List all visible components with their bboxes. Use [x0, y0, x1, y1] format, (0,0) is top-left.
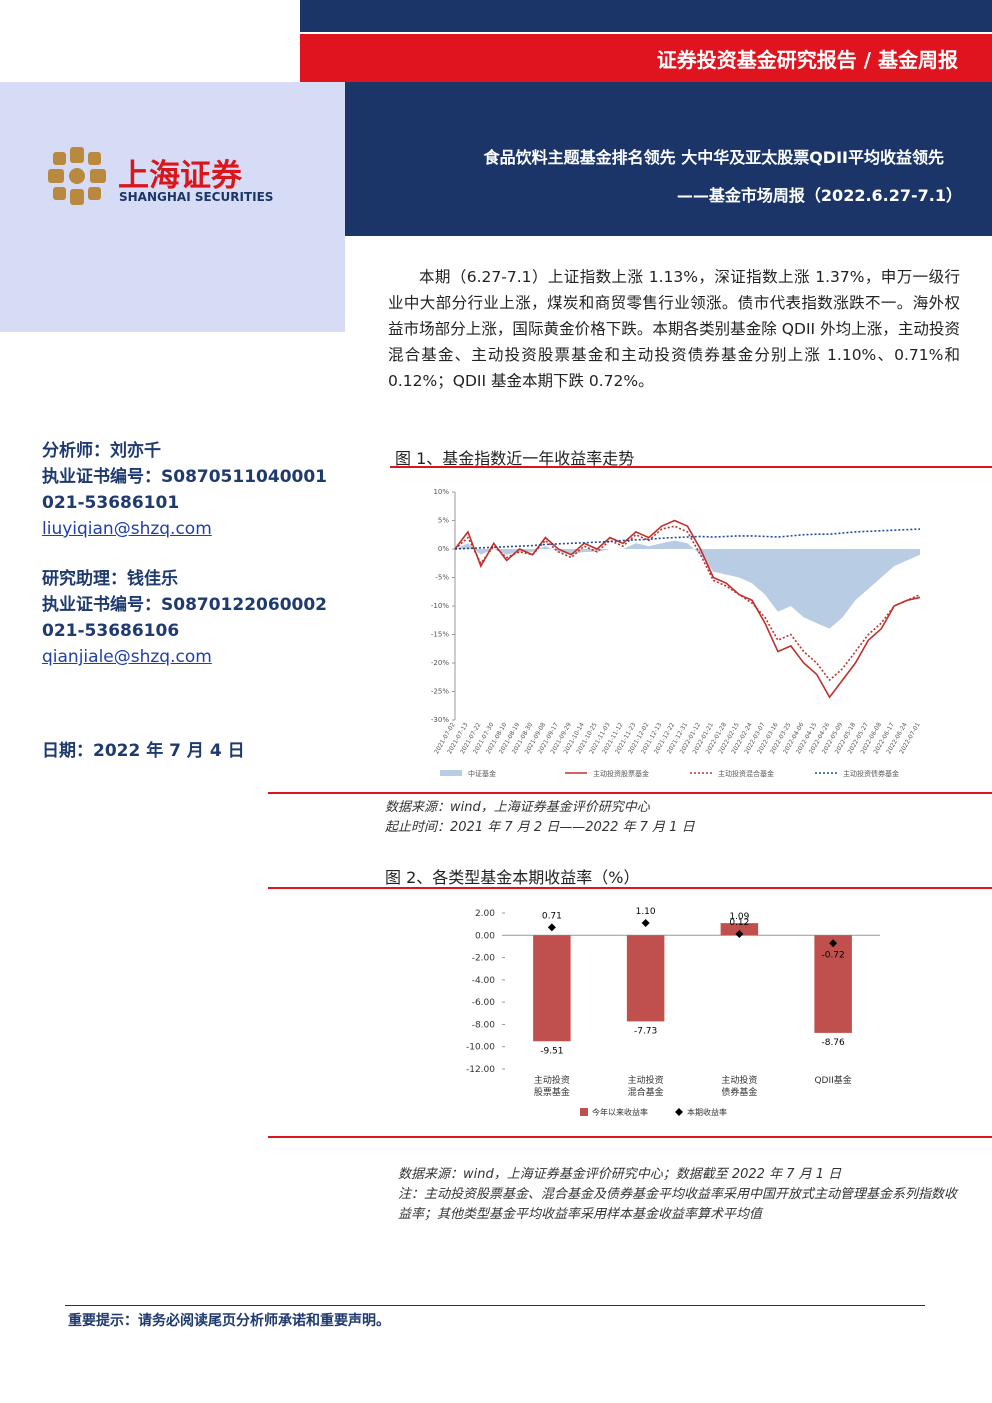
assistant: 研究助理：钱佳乐: [42, 569, 178, 589]
line: [454, 528, 921, 550]
legend-label: 本期收益率: [687, 1107, 727, 1117]
legend-swatch: [440, 770, 462, 776]
y-tick-label: 10%: [433, 488, 449, 496]
y-tick-label: -5%: [435, 574, 449, 582]
figure2-source: 数据来源：wind，上海证券基金评价研究中心；数据截至 2022 年 7 月 1…: [398, 1167, 842, 1182]
x-tick-label: 主动投资: [721, 1074, 757, 1086]
point: [829, 939, 838, 948]
line: [454, 525, 921, 682]
legend-swatch: [580, 1108, 588, 1116]
chart1: 10%5%0%-5%-10%-15%-20%-25%-30%2021-07-02…: [431, 488, 922, 778]
figure2-note: 注：主动投资股票基金、混合基金及债券基金平均收益率采用中国开放式主动管理基金系列…: [398, 1187, 958, 1222]
navy-band: [300, 82, 992, 236]
y-tick-label: 5%: [438, 517, 449, 525]
bar-label: -7.73: [634, 1026, 657, 1036]
x-tick-label: 债券基金: [721, 1086, 757, 1098]
x-tick-label: 混合基金: [628, 1086, 664, 1098]
legend-label: 主动投资股票基金: [593, 769, 649, 778]
figure1-source: 数据来源：wind，上海证券基金评价研究中心: [385, 800, 650, 815]
legend-label: 今年以来收益率: [592, 1107, 648, 1117]
legend-label: 主动投资混合基金: [718, 769, 774, 778]
legend-swatch: [675, 1108, 683, 1116]
y-tick-label: 0%: [438, 545, 449, 553]
y-tick-label: -8.00: [472, 1020, 496, 1030]
assistant-phone: 021-53686106: [42, 621, 180, 641]
figure2-caption: 图 2、各类型基金本期收益率（%）: [385, 868, 640, 887]
y-tick-label: -15%: [431, 631, 449, 639]
rule: [268, 887, 992, 889]
point-label: 0.12: [729, 918, 749, 928]
bar-label: 1.09: [729, 912, 749, 922]
report-title: 食品饮料主题基金排名领先 大中华及亚太股票QDII平均收益领先: [483, 148, 944, 167]
point: [547, 923, 556, 932]
sidebar: 分析师：刘亦千 执业证书编号：S0870511040001 021-536861…: [42, 438, 332, 764]
y-tick-label: -12.00: [466, 1065, 495, 1075]
y-tick-label: -6.00: [472, 998, 496, 1008]
x-tick-label: 主动投资: [534, 1074, 570, 1086]
analyst-phone: 021-53686101: [42, 493, 180, 513]
x-tick-label: 股票基金: [534, 1086, 570, 1098]
rule: [268, 792, 992, 794]
bar: [626, 935, 665, 1022]
y-tick-label: -2.00: [472, 954, 496, 964]
bar-label: -8.76: [821, 1038, 845, 1048]
red-band: [300, 34, 992, 82]
area: [455, 540, 920, 629]
summary: 本期（6.27-7.1）上证指数上涨 1.13%，深证指数上涨 1.37%，申万…: [388, 268, 960, 390]
point-label: 0.71: [542, 911, 562, 921]
top-navy: [300, 0, 992, 32]
rule: [390, 466, 992, 468]
bar: [533, 935, 571, 1042]
bar: [814, 935, 852, 1033]
y-tick-label: -10.00: [466, 1043, 495, 1053]
y-tick-label: -10%: [431, 602, 449, 610]
y-tick-label: -30%: [431, 716, 449, 724]
y-tick-label: -25%: [431, 688, 449, 696]
y-tick-label: 2.00: [475, 909, 495, 919]
x-tick-label: 主动投资: [628, 1074, 664, 1086]
figure1-caption: 图 1、基金指数近一年收益率走势: [395, 449, 635, 468]
footer-line: [65, 1305, 925, 1306]
logo-cn: 上海证券: [118, 158, 242, 194]
analyst: 分析师：刘亦千: [42, 441, 161, 461]
logo-icon: [48, 147, 106, 205]
analyst-email[interactable]: liuyiqian@shzq.com: [42, 519, 212, 539]
bar-label: -9.51: [540, 1046, 563, 1056]
point-label: -0.72: [821, 950, 844, 960]
chart2: 2.00 0.00 -2.00 -4.00 -6.00 -8.00 -10.00 -12.00…: [466, 907, 880, 1117]
y-tick-label: -4.00: [472, 976, 496, 986]
figure1-period: 起止时间：2021 年 7 月 2 日——2022 年 7 月 1 日: [385, 820, 695, 835]
logo-en: SHANGHAI SECURITIES: [119, 190, 274, 204]
y-tick-label: 0.00: [475, 931, 495, 941]
y-tick-label: -20%: [431, 659, 449, 667]
logo-area: [0, 82, 300, 236]
report-subtitle: ——基金市场周报（2022.6.27-7.1）: [676, 186, 962, 205]
line: [454, 519, 921, 699]
x-tick-label: QDII基金: [814, 1074, 851, 1086]
point: [641, 919, 650, 928]
point-label: 1.10: [636, 907, 656, 917]
assistant-cert: 执业证书编号：S0870122060002: [42, 595, 328, 615]
analyst-cert: 执业证书编号：S0870511040001: [42, 467, 328, 487]
date: 日期：2022 年 7 月 4 日: [42, 741, 245, 761]
rule: [268, 1136, 992, 1138]
point: [735, 929, 744, 938]
bar: [720, 923, 759, 936]
legend-label: 中证基金: [468, 769, 496, 778]
footer: 重要提示：请务必阅读尾页分析师承诺和重要声明。: [68, 1313, 390, 1329]
legend-label: 主动投资债券基金: [843, 769, 899, 778]
assistant-email[interactable]: qianjiale@shzq.com: [42, 647, 212, 667]
series-title: 证券投资基金研究报告 / 基金周报: [656, 48, 958, 72]
